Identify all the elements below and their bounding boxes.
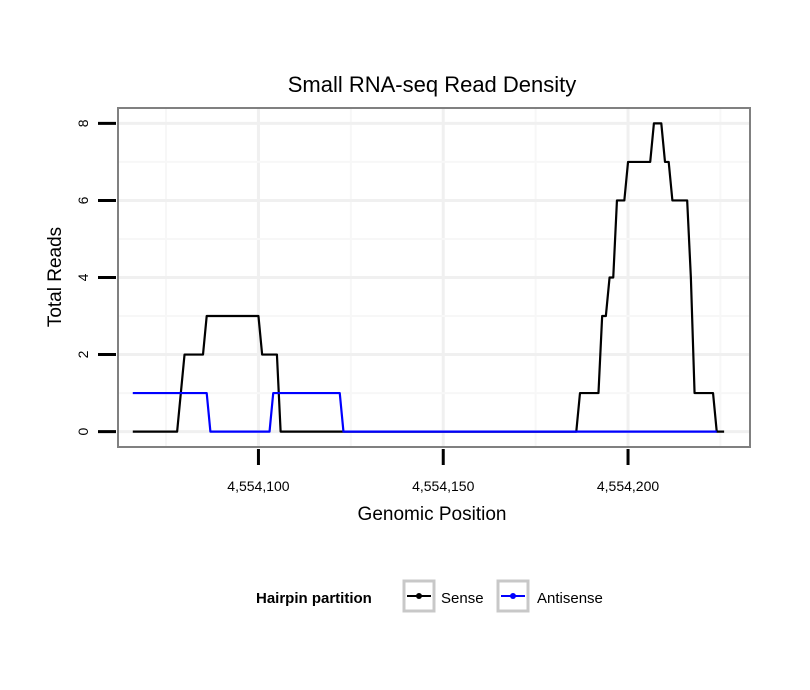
y-axis-title: Total Reads [45, 227, 66, 327]
legend-title: Hairpin partition [256, 590, 372, 607]
legend: Hairpin partition Sense Antisense [256, 579, 603, 613]
legend-label-antisense: Antisense [537, 590, 603, 607]
legend-item-antisense: Antisense [496, 579, 603, 613]
y-tick-label: 8 [75, 119, 91, 127]
legend-dot-antisense [510, 593, 516, 599]
series-layer [132, 122, 725, 433]
x-axis: 4,554,100 4,554,150 4,554,200 [227, 449, 659, 494]
y-tick-label: 4 [75, 273, 91, 281]
plot-panel-border [117, 107, 751, 448]
y-tick-label: 6 [75, 196, 91, 204]
legend-dot-sense [416, 593, 422, 599]
x-tick-label: 4,554,150 [412, 478, 474, 494]
y-axis: 0 2 4 6 8 [75, 119, 116, 435]
legend-label-sense: Sense [441, 590, 484, 607]
y-tick-label: 0 [75, 427, 91, 435]
x-axis-title: Genomic Position [358, 504, 507, 525]
series-line-antisense [132, 391, 717, 433]
legend-item-sense: Sense [402, 579, 484, 613]
series-line-sense [132, 122, 725, 433]
chart-title: Small RNA-seq Read Density [288, 72, 577, 97]
y-tick-label: 2 [75, 350, 91, 358]
x-tick-label: 4,554,100 [227, 478, 289, 494]
x-tick-label: 4,554,200 [597, 478, 659, 494]
grid-lines [118, 108, 750, 447]
